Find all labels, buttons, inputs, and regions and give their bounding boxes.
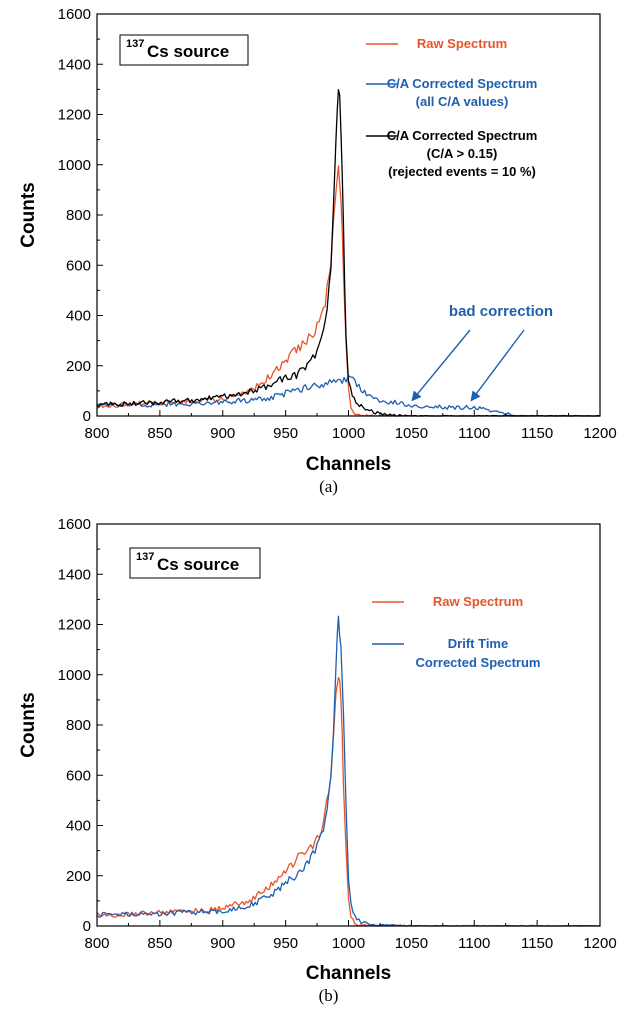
x-tick-label: 1050 [395, 935, 428, 952]
source-label-text: Cs source [147, 42, 229, 61]
y-tick-label: 400 [66, 818, 91, 835]
x-axis-title: Channels [306, 963, 392, 984]
y-tick-label: 400 [66, 308, 91, 325]
x-tick-label: 950 [273, 425, 298, 442]
legend-entry-text: Drift Time [448, 636, 508, 651]
x-tick-label: 1150 [521, 425, 553, 442]
panel-caption: (b) [319, 986, 339, 1005]
x-tick-label: 1200 [583, 425, 616, 442]
x-tick-label: 1200 [583, 935, 616, 952]
y-tick-label: 1200 [58, 617, 91, 634]
panel-caption: (a) [319, 477, 338, 496]
legend-entry-text: (C/A > 0.15) [427, 146, 498, 161]
x-tick-label: 1050 [395, 425, 428, 442]
x-tick-label: 900 [210, 935, 235, 952]
x-tick-label: 850 [147, 935, 172, 952]
legend-entry-text: (all C/A values) [416, 94, 509, 109]
legend-entry-text: Raw Spectrum [433, 594, 523, 609]
x-tick-label: 1000 [332, 425, 365, 442]
plot-frame [96, 13, 601, 417]
x-tick-label: 1000 [332, 935, 365, 952]
y-tick-label: 200 [66, 868, 91, 885]
y-tick-label: 1600 [58, 6, 91, 23]
y-tick-label: 1200 [58, 107, 91, 124]
annotation-arrow [470, 329, 525, 402]
legend-entry-text: C/A Corrected Spectrum [387, 128, 538, 143]
x-tick-label: 1150 [521, 935, 553, 952]
x-tick-label: 800 [84, 935, 109, 952]
legend-entry-text: C/A Corrected Spectrum [387, 76, 538, 91]
x-tick-label: 850 [147, 425, 172, 442]
x-tick-label: 1100 [458, 425, 490, 442]
y-tick-label: 1400 [58, 566, 91, 583]
source-label-box [119, 34, 249, 66]
source-label-superscript: 137 [126, 38, 144, 50]
legend-entry-text: Corrected Spectrum [416, 655, 541, 670]
y-tick-label: 600 [66, 767, 91, 784]
y-tick-label: 600 [66, 257, 91, 274]
source-label-text: Cs source [157, 555, 239, 574]
legend-entry-text: Raw Spectrum [417, 36, 507, 51]
source-label-box [129, 547, 261, 579]
y-tick-label: 1600 [58, 516, 91, 533]
y-tick-label: 800 [66, 717, 91, 734]
source-label-superscript: 137 [136, 551, 154, 563]
annotation-arrow [411, 329, 471, 402]
series-line-raw-b [96, 676, 600, 927]
annotation-bad-correction: bad correction [449, 303, 553, 320]
x-axis-title: Channels [306, 454, 392, 475]
y-tick-label: 0 [83, 918, 91, 935]
x-tick-label: 1100 [458, 935, 490, 952]
x-tick-label: 800 [84, 425, 109, 442]
x-tick-label: 950 [273, 935, 298, 952]
y-tick-label: 1400 [58, 56, 91, 73]
y-tick-label: 0 [83, 408, 91, 425]
chart-panel-a: 800 850 900 950 1000 1050 1100 1150 1200 0 200 400 6… [18, 6, 617, 496]
legend-entry-text: (rejected events = 10 %) [388, 164, 536, 179]
y-tick-label: 800 [66, 207, 91, 224]
y-axis-title: Counts [18, 692, 39, 757]
y-tick-label: 1000 [58, 157, 91, 174]
y-tick-label: 200 [66, 358, 91, 375]
x-tick-label: 900 [210, 425, 235, 442]
y-tick-label: 1000 [58, 667, 91, 684]
y-axis-title: Counts [18, 182, 39, 247]
chart-panel-b: 800 850 900 950 1000 1050 1100 1150 1200 0 200 400 6… [18, 516, 617, 1005]
